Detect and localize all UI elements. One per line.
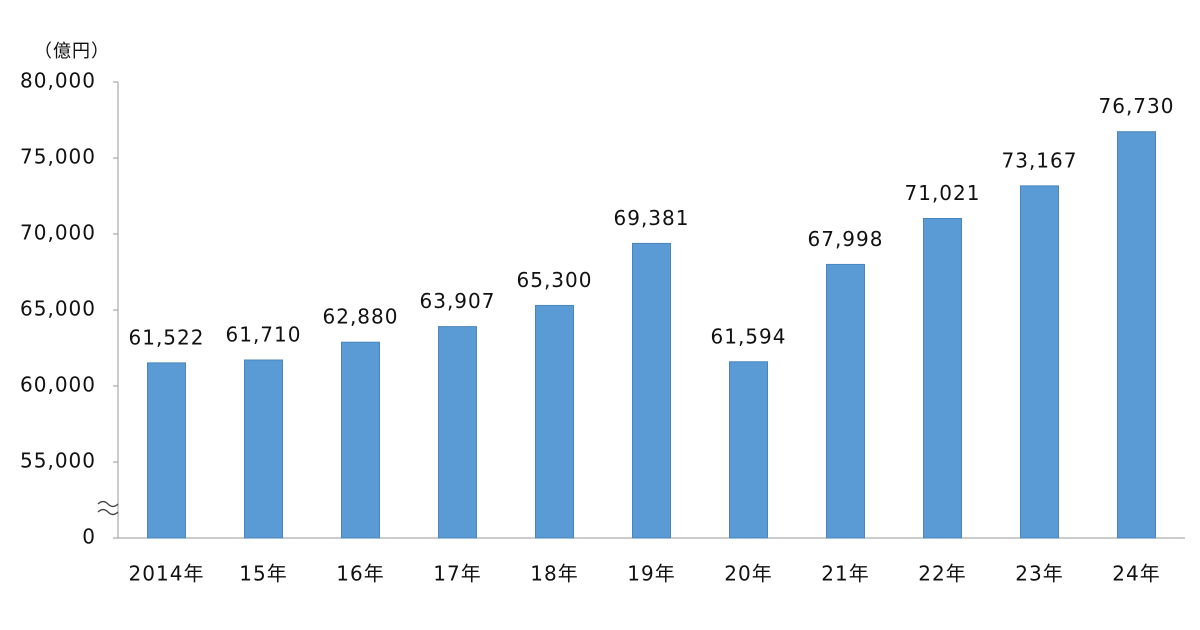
bar <box>147 362 186 539</box>
y-tick-label: 80,000 <box>20 69 96 93</box>
y-tick-label: 75,000 <box>20 145 96 169</box>
x-tick-label: 20年 <box>724 562 772 586</box>
data-label: 69,381 <box>614 206 690 230</box>
data-label: 61,522 <box>129 325 205 349</box>
bar <box>244 359 283 539</box>
y-tick-label: 65,000 <box>20 297 96 321</box>
bar <box>632 242 671 539</box>
data-label: 73,167 <box>1002 148 1078 172</box>
x-tick-label: 18年 <box>530 562 578 586</box>
x-tick-label: 15年 <box>239 562 287 586</box>
x-tick-label: 21年 <box>821 562 869 586</box>
bar <box>1117 131 1156 539</box>
y-axis-label: （億円） <box>34 41 110 62</box>
bar <box>826 263 865 539</box>
data-label: 63,907 <box>420 289 496 313</box>
bar <box>729 361 768 539</box>
axis-break-mark <box>97 500 119 516</box>
data-label: 65,300 <box>517 268 593 292</box>
data-label: 76,730 <box>1099 94 1175 118</box>
x-tick-label: 23年 <box>1015 562 1063 586</box>
data-label: 71,021 <box>905 181 981 205</box>
data-label: 61,594 <box>711 324 787 348</box>
bar <box>923 217 962 539</box>
bar <box>341 341 380 539</box>
x-tick-label: 2014年 <box>129 562 205 586</box>
data-label: 62,880 <box>323 305 399 329</box>
y-tick-label: 70,000 <box>20 221 96 245</box>
x-tick-label: 16年 <box>336 562 384 586</box>
x-tick-label: 17年 <box>433 562 481 586</box>
bar <box>535 304 574 539</box>
x-tick-label: 19年 <box>627 562 675 586</box>
bar <box>438 326 477 539</box>
x-tick-label: 22年 <box>918 562 966 586</box>
y-tick-label: 60,000 <box>20 373 96 397</box>
y-tick-label: 55,000 <box>20 449 96 473</box>
data-label: 61,710 <box>226 323 302 347</box>
bar <box>1020 185 1059 539</box>
y-tick-label: 0 <box>82 525 96 549</box>
data-label: 67,998 <box>808 227 884 251</box>
x-tick-label: 24年 <box>1112 562 1160 586</box>
